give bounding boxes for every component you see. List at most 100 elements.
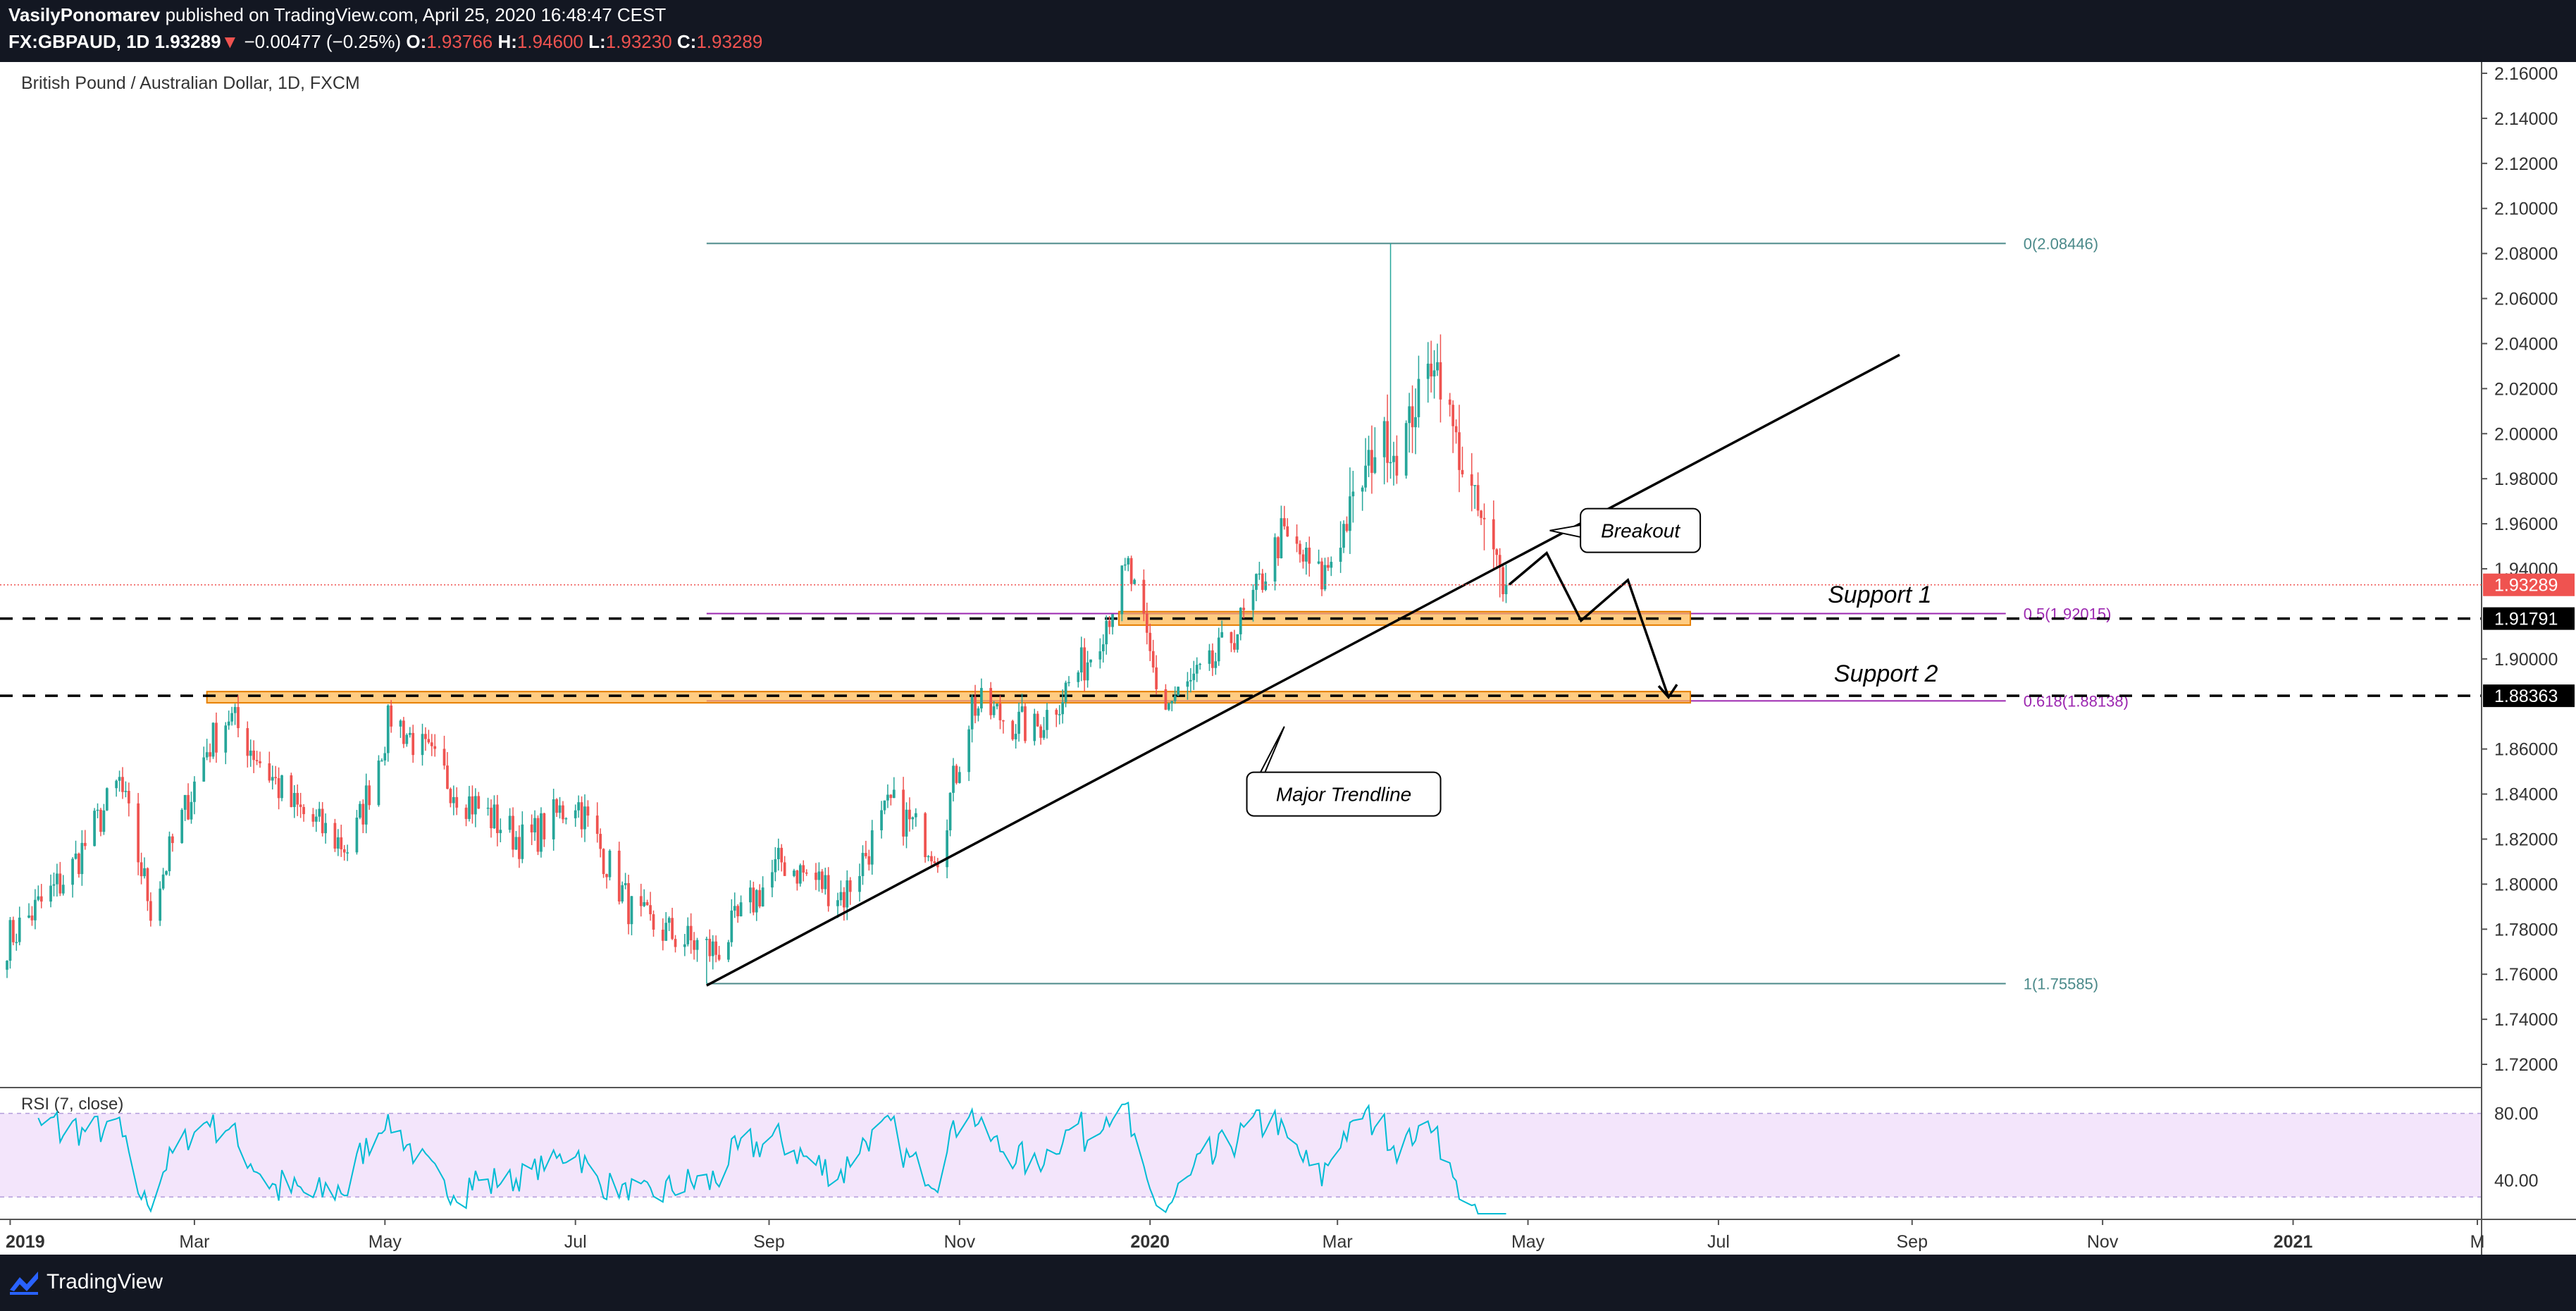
candle [1392, 441, 1395, 486]
candle-body [1473, 485, 1477, 486]
candle-body [946, 830, 949, 868]
candle-body [1199, 663, 1202, 665]
candle [427, 730, 431, 744]
candle [1480, 510, 1482, 525]
candle [617, 842, 621, 905]
candle-body [1033, 713, 1036, 741]
candle-body [74, 854, 78, 859]
candle [1345, 516, 1349, 533]
time-tick-label: Jul [1707, 1232, 1730, 1252]
price-tag-background [2483, 607, 2575, 630]
candle [717, 946, 721, 961]
candle [880, 801, 883, 839]
low-label: L: [588, 31, 606, 52]
candle [1217, 627, 1220, 666]
candle-body [1233, 643, 1236, 650]
candle [455, 787, 459, 815]
candle-body [1317, 561, 1320, 564]
candle [30, 906, 34, 926]
candle [1024, 703, 1027, 744]
candle-body [430, 742, 433, 746]
candle [1261, 569, 1264, 593]
price-tick-label: 2.10000 [2494, 199, 2558, 219]
price-tick-label: 1.76000 [2494, 965, 2558, 985]
candle [577, 795, 580, 818]
candle-body [861, 853, 865, 876]
candle [39, 884, 43, 909]
candle [464, 804, 468, 827]
candle [602, 848, 605, 878]
candle [93, 808, 96, 847]
candle [599, 828, 602, 858]
candle-body [1142, 579, 1146, 614]
candle-body [865, 853, 867, 856]
candle [1192, 660, 1196, 691]
author-name[interactable]: VasilyPonomarev [8, 4, 161, 25]
candle-body [858, 875, 861, 892]
candle-body [998, 703, 1002, 720]
candle-body [1148, 632, 1152, 651]
candle [1177, 687, 1179, 696]
candle-body [664, 923, 668, 941]
candle-body [736, 906, 740, 917]
candle [224, 722, 228, 765]
price-chart[interactable]: RSI (7, close) 80.00 40.00 0(2.08446) 0.5(1… [0, 62, 2576, 1255]
candle [277, 767, 280, 810]
candle-body [1208, 650, 1211, 664]
candle-body [667, 918, 671, 923]
candle [1436, 343, 1439, 376]
candle-body [1151, 651, 1155, 667]
candle [402, 717, 405, 749]
candle [645, 899, 649, 906]
candle-body [121, 777, 124, 792]
candle-body [361, 804, 365, 825]
candle-body [280, 775, 283, 799]
projection-path[interactable] [1508, 550, 1670, 698]
price-tick-label: 2.04000 [2494, 334, 2558, 354]
candle-body [237, 707, 240, 729]
candle [1014, 724, 1017, 749]
candle [468, 786, 471, 822]
callout-major-trendline[interactable]: Major Trendline [1246, 726, 1442, 817]
candle-body [955, 765, 958, 783]
footer-bar: TradingView [0, 1255, 2576, 1311]
candle [477, 792, 481, 809]
candle-body [1432, 370, 1436, 377]
candle [583, 794, 586, 842]
candle [140, 852, 143, 885]
candle [540, 807, 543, 858]
candle-body [1108, 620, 1111, 627]
tradingview-logo-icon[interactable] [8, 1269, 41, 1297]
candle [355, 810, 359, 855]
candle [193, 776, 196, 815]
callout-breakout[interactable]: Breakout [1549, 507, 1702, 553]
major-trendline[interactable] [706, 353, 1900, 987]
price-tick-label: 1.98000 [2494, 469, 2558, 489]
candle-body [1133, 579, 1136, 584]
drawings[interactable]: Breakout Major Trendline Support 1 Support … [706, 353, 1938, 987]
projection-arrow-head[interactable] [1657, 684, 1678, 700]
candle [930, 851, 933, 866]
candle-body [1101, 644, 1105, 652]
candle [56, 863, 58, 897]
candle-body [843, 892, 846, 908]
candle-body [1389, 462, 1392, 464]
callout-pointer [1549, 523, 1587, 539]
candle-body [321, 808, 324, 834]
candle-body [118, 777, 121, 781]
candle [274, 765, 278, 784]
candle-body [908, 809, 911, 820]
candle [296, 784, 299, 816]
time-tick-label: Mar [1323, 1232, 1353, 1252]
support-zone[interactable] [206, 691, 1692, 704]
candle-body [1039, 726, 1042, 738]
candle-body [1411, 406, 1414, 428]
candle-body [246, 728, 249, 756]
candle-body [1024, 706, 1027, 741]
candle [914, 808, 917, 827]
candle [1364, 438, 1367, 492]
candle-body [793, 870, 795, 876]
candle [861, 845, 865, 885]
candle [1454, 419, 1458, 444]
candle [161, 868, 165, 891]
